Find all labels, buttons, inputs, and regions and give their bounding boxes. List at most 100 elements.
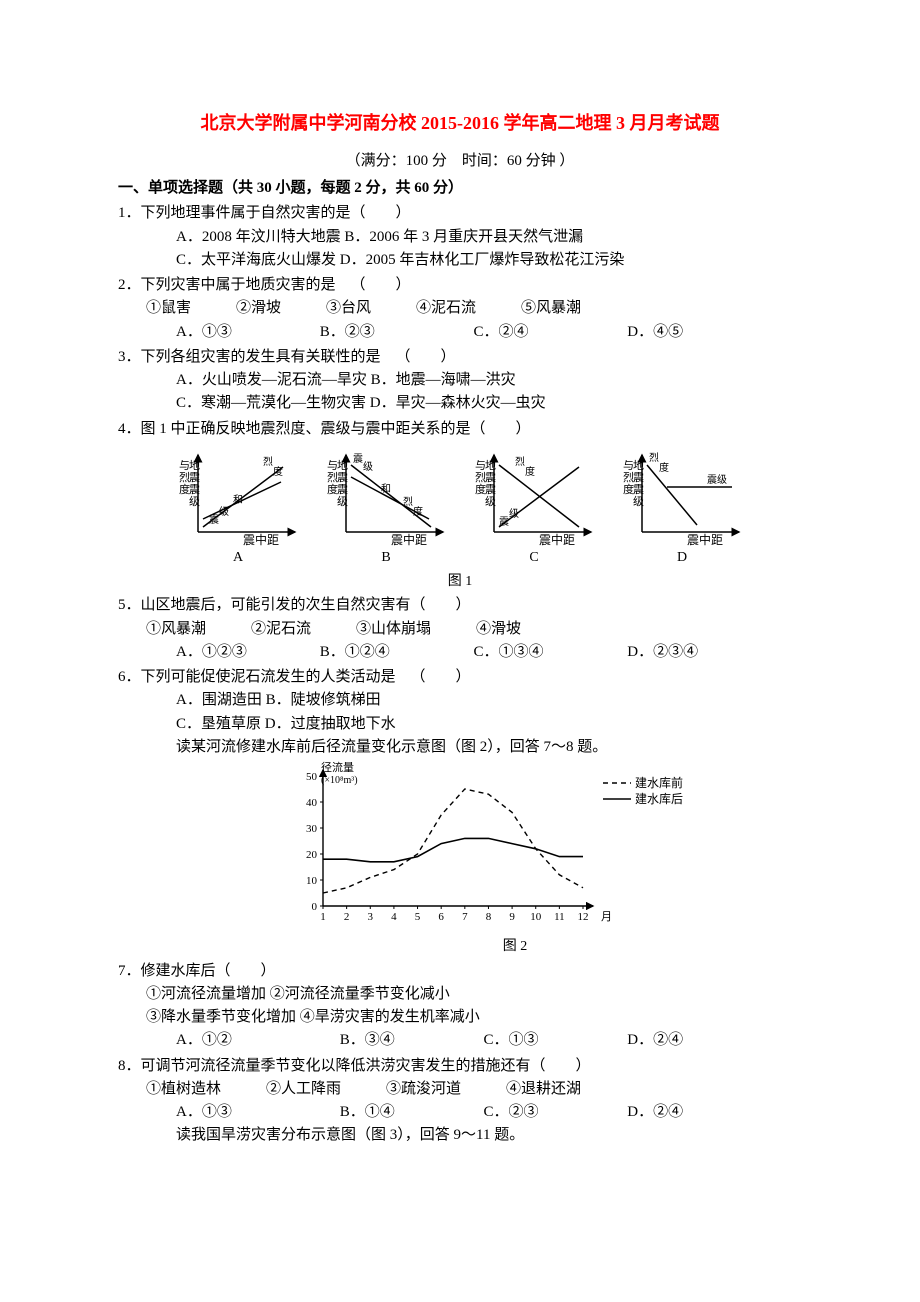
option-c: C．垦殖草原 <box>176 716 261 732</box>
option-c: C．太平洋海底火山爆发 <box>176 252 336 268</box>
svg-text:震: 震 <box>353 453 363 465</box>
svg-text:12: 12 <box>578 911 589 923</box>
question-2: 2．下列灾害中属于地质灾害的是 （ ） ①鼠害 ②滑坡 ③台风 ④泥石流 ⑤风暴… <box>118 274 802 344</box>
option-b: B．2006 年 3 月重庆开县天然气泄漏 <box>344 229 583 245</box>
svg-text:11: 11 <box>554 911 565 923</box>
option-b: B．①②④ <box>320 641 470 664</box>
option-b: B．②③ <box>320 321 470 344</box>
question-6: 6．下列可能促使泥石流发生的人类活动是 （ ） A．围湖造田 B．陡坡修筑梯田 … <box>118 666 802 759</box>
svg-text:地: 地 <box>337 459 348 472</box>
svg-text:10: 10 <box>306 875 318 887</box>
svg-text:5: 5 <box>415 911 421 923</box>
option-c: C．①③ <box>484 1029 624 1052</box>
question-5: 5．山区地震后，可能引发的次生自然灾害有（ ） ①风暴潮 ②泥石流 ③山体崩塌 … <box>118 594 802 664</box>
question-7: 7．修建水库后（ ） ①河流径流量增加 ②河流径流量季节变化减小 ③降水量季节变… <box>118 960 802 1053</box>
option-d: D．②④ <box>627 1029 683 1052</box>
figure-1-panel-b: 与地 烈震 度震 级 震级 和 烈度 震中距 B <box>321 447 451 569</box>
svg-text:震: 震 <box>337 483 348 496</box>
svg-text:震中距: 震中距 <box>391 532 427 547</box>
question-lead: 读某河流修建水库前后径流量变化示意图（图 2），回答 7～8 题。 <box>118 736 802 759</box>
svg-text:20: 20 <box>306 849 318 861</box>
svg-text:地: 地 <box>485 459 496 472</box>
option-b: B．③④ <box>340 1029 480 1052</box>
page-title: 北京大学附属中学河南分校 2015-2016 学年高二地理 3 月月考试题 <box>118 110 802 138</box>
option-a: A．①② <box>176 1029 336 1052</box>
svg-text:度: 度 <box>659 461 669 474</box>
question-stem: 1．下列地理事件属于自然灾害的是（ ） <box>118 202 802 225</box>
svg-text:建水库后: 建水库后 <box>635 791 683 806</box>
svg-text:1: 1 <box>320 911 326 923</box>
figure-1-panel-c: 与地 烈震 度震 级 烈度 震级 震中距 C <box>469 447 599 569</box>
svg-text:4: 4 <box>391 911 397 923</box>
question-lead: 读我国旱涝灾害分布示意图（图 3），回答 9～11 题。 <box>118 1124 802 1147</box>
svg-text:(×10⁸m³): (×10⁸m³) <box>321 775 358 786</box>
option-b: B．陡坡修筑梯田 <box>266 692 381 708</box>
svg-text:烈: 烈 <box>649 452 659 464</box>
list-item-2: ②河流径流量季节变化减小 <box>270 986 450 1002</box>
option-c: C．①③④ <box>474 641 624 664</box>
figure-2-caption: 图 2 <box>228 936 802 958</box>
svg-text:级: 级 <box>189 495 200 508</box>
question-4: 4．图 1 中正确反映地震烈度、震级与震中距关系的是（ ） <box>118 418 802 441</box>
question-stem: 8．可调节河流径流量季节变化以降低洪涝灾害发生的措施还有（ ） <box>118 1055 802 1078</box>
page: 北京大学附属中学河南分校 2015-2016 学年高二地理 3 月月考试题 （满… <box>0 0 920 1302</box>
option-d: D．旱灾—森林火灾—虫灾 <box>370 395 546 411</box>
option-c: C．寒潮—荒漠化—生物灾害 <box>176 395 366 411</box>
svg-text:震级: 震级 <box>707 474 727 486</box>
svg-text:级: 级 <box>363 461 373 473</box>
question-stem: 5．山区地震后，可能引发的次生自然灾害有（ ） <box>118 594 802 617</box>
option-a: A．火山喷发—泥石流—旱灾 <box>176 372 367 388</box>
svg-text:震中距: 震中距 <box>539 532 575 547</box>
question-stem: 4．图 1 中正确反映地震烈度、震级与震中距关系的是（ ） <box>118 418 802 441</box>
panel-label: D <box>617 547 747 569</box>
panel-label: C <box>469 547 599 569</box>
svg-text:8: 8 <box>486 911 492 923</box>
svg-text:度: 度 <box>273 465 283 478</box>
svg-text:震: 震 <box>189 471 200 484</box>
svg-text:和: 和 <box>381 483 391 495</box>
svg-text:震中距: 震中距 <box>243 532 279 547</box>
svg-text:烈: 烈 <box>263 456 273 468</box>
question-options: A．围湖造田 B．陡坡修筑梯田 C．垦殖草原 D．过度抽取地下水 <box>118 689 802 736</box>
svg-text:3: 3 <box>368 911 374 923</box>
svg-text:震: 震 <box>189 483 200 496</box>
svg-text:震中距: 震中距 <box>687 532 723 547</box>
svg-text:级: 级 <box>337 495 348 508</box>
svg-text:地: 地 <box>189 459 200 472</box>
option-d: D．④⑤ <box>627 321 683 344</box>
question-list: ①鼠害 ②滑坡 ③台风 ④泥石流 ⑤风暴潮 <box>118 297 802 320</box>
section-1-header: 一、单项选择题（共 30 小题，每题 2 分，共 60 分） <box>118 177 802 200</box>
svg-text:震: 震 <box>337 471 348 484</box>
svg-text:级: 级 <box>509 508 519 520</box>
svg-text:建水库前: 建水库前 <box>635 775 683 790</box>
figure-2: 径流量(×10⁸m³)01020304050123456789101112月建水… <box>268 761 802 958</box>
svg-text:烈: 烈 <box>515 456 525 468</box>
svg-text:级: 级 <box>485 495 496 508</box>
question-1: 1．下列地理事件属于自然灾害的是（ ） A．2008 年汶川特大地震 B．200… <box>118 202 802 272</box>
svg-text:级: 级 <box>219 506 229 518</box>
question-stem: 3．下列各组灾害的发生具有关联性的是 （ ） <box>118 346 802 369</box>
question-stem: 2．下列灾害中属于地质灾害的是 （ ） <box>118 274 802 297</box>
option-d: D．②③④ <box>627 641 698 664</box>
svg-text:径流量: 径流量 <box>321 761 354 774</box>
svg-text:9: 9 <box>509 911 515 923</box>
question-8: 8．可调节河流径流量季节变化以降低洪涝灾害发生的措施还有（ ） ①植树造林 ②人… <box>118 1055 802 1148</box>
list-item-4: ④旱涝灾害的发生机率减小 <box>300 1009 480 1025</box>
svg-text:震: 震 <box>499 516 509 528</box>
svg-text:40: 40 <box>306 797 318 809</box>
svg-text:震: 震 <box>209 514 219 526</box>
figure-1-caption: 图 1 <box>118 571 802 593</box>
panel-label: B <box>321 547 451 569</box>
option-a: A．①②③ <box>176 641 316 664</box>
question-list: ①植树造林 ②人工降雨 ③疏浚河道 ④退耕还湖 <box>118 1078 802 1101</box>
exam-meta: （满分：100 分 时间：60 分钟 ） <box>118 150 802 173</box>
question-options: A．①③ B．①④ C．②③ D．②④ <box>118 1101 802 1124</box>
svg-text:级: 级 <box>633 495 644 508</box>
svg-text:度: 度 <box>413 505 423 518</box>
option-c: C．②④ <box>474 321 624 344</box>
svg-text:度: 度 <box>525 465 535 478</box>
svg-text:2: 2 <box>344 911 350 923</box>
question-list: ①河流径流量增加 ②河流径流量季节变化减小 ③降水量季节变化增加 ④旱涝灾害的发… <box>118 983 802 1030</box>
option-d: D．②④ <box>627 1101 683 1124</box>
question-list: ①风暴潮 ②泥石流 ③山体崩塌 ④滑坡 <box>118 618 802 641</box>
